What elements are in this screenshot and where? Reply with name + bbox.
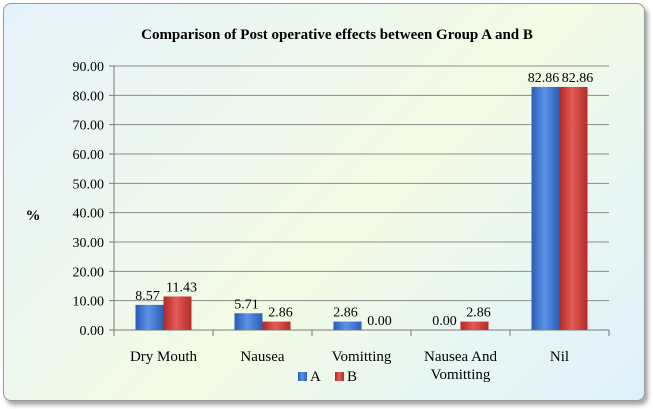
y-tick-label: 20.00 xyxy=(73,265,105,280)
bar-A xyxy=(234,313,263,330)
y-tick-label: 90.00 xyxy=(73,60,105,75)
data-label-B: 11.43 xyxy=(166,280,197,295)
y-tick-label: 50.00 xyxy=(73,177,105,192)
data-label-B: 0.00 xyxy=(367,314,392,329)
x-category-label: Vomitting xyxy=(332,349,392,365)
data-label-A: 5.71 xyxy=(234,297,259,312)
legend-label-A: A xyxy=(310,369,321,385)
y-tick-label: 0.00 xyxy=(80,324,105,339)
data-label-A: 8.57 xyxy=(135,289,160,304)
data-label-A: 2.86 xyxy=(333,306,358,321)
bar-B xyxy=(262,321,291,330)
bar-B xyxy=(163,296,192,330)
x-category-label: Nausea xyxy=(240,349,284,365)
chart-frame: Comparison of Post operative effects bet… xyxy=(3,3,645,401)
data-label-A: 82.86 xyxy=(528,71,560,86)
bar-A xyxy=(135,304,164,330)
x-category-label: Nausea And xyxy=(424,349,497,365)
y-tick-label: 30.00 xyxy=(73,236,105,251)
bar-chart: Comparison of Post operative effects bet… xyxy=(26,27,610,385)
y-tick-label: 70.00 xyxy=(73,119,105,134)
data-label-B: 2.86 xyxy=(268,306,293,321)
x-category-label: Vomitting xyxy=(431,367,491,383)
y-tick-label: 10.00 xyxy=(73,295,105,310)
legend-swatch-B xyxy=(335,372,344,381)
bar-B xyxy=(559,86,588,330)
bar-A xyxy=(531,86,560,330)
legend-label-B: B xyxy=(347,369,357,385)
bar-B xyxy=(460,321,489,330)
data-label-B: 82.86 xyxy=(562,71,594,86)
y-tick-label: 40.00 xyxy=(73,207,105,222)
data-label-A: 0.00 xyxy=(432,314,457,329)
x-category-label: Dry Mouth xyxy=(130,349,198,365)
legend-swatch-A xyxy=(298,372,307,381)
data-label-B: 2.86 xyxy=(466,306,491,321)
y-tick-label: 60.00 xyxy=(73,148,105,163)
y-axis-label: % xyxy=(26,208,41,224)
bar-A xyxy=(333,321,362,330)
y-tick-label: 80.00 xyxy=(73,89,105,104)
chart-title: Comparison of Post operative effects bet… xyxy=(141,27,533,43)
x-category-label: Nil xyxy=(550,349,569,365)
